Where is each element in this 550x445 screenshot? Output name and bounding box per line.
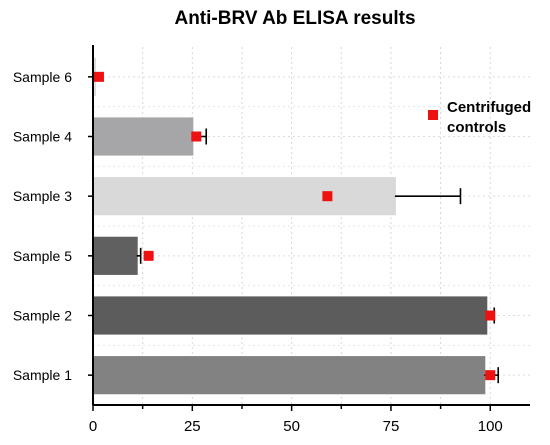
- control-marker: [485, 310, 496, 321]
- control-markers-group: [93, 71, 496, 381]
- bar-sample-1: [94, 356, 486, 395]
- bar-sample-3: [94, 177, 396, 216]
- category-label: Sample 2: [13, 308, 72, 324]
- legend-label: controls: [447, 119, 506, 136]
- category-label: Sample 4: [13, 129, 72, 145]
- tick-labels-group: 0 25 50 75 100: [89, 418, 503, 435]
- x-tick-label: 0: [89, 418, 97, 435]
- control-marker: [143, 250, 154, 261]
- category-labels-group: Sample 6 Sample 4 Sample 3 Sample 5 Sample 2…: [13, 69, 72, 383]
- control-marker: [93, 71, 104, 82]
- bar-sample-4: [94, 117, 194, 156]
- legend: Centrifuged controls: [428, 99, 531, 136]
- control-marker: [485, 370, 496, 381]
- legend-marker: [428, 110, 438, 120]
- x-tick-label: 25: [184, 418, 201, 435]
- bar-sample-5: [94, 236, 138, 275]
- axes-group: [88, 45, 530, 411]
- category-label: Sample 5: [13, 248, 72, 264]
- error-bar: [136, 247, 142, 264]
- error-bar: [394, 188, 462, 205]
- legend-label: Centrifuged: [447, 99, 531, 116]
- bar-sample-2: [94, 296, 488, 335]
- category-label: Sample 6: [13, 69, 72, 85]
- control-marker: [322, 191, 333, 202]
- control-marker: [191, 131, 202, 142]
- bars-group: [94, 57, 488, 395]
- category-label: Sample 3: [13, 188, 72, 204]
- x-tick-label: 75: [383, 418, 400, 435]
- chart-title: Anti-BRV Ab ELISA results: [174, 8, 415, 29]
- category-label: Sample 1: [13, 367, 72, 383]
- x-tick-label: 100: [478, 418, 503, 435]
- x-tick-label: 50: [283, 418, 300, 435]
